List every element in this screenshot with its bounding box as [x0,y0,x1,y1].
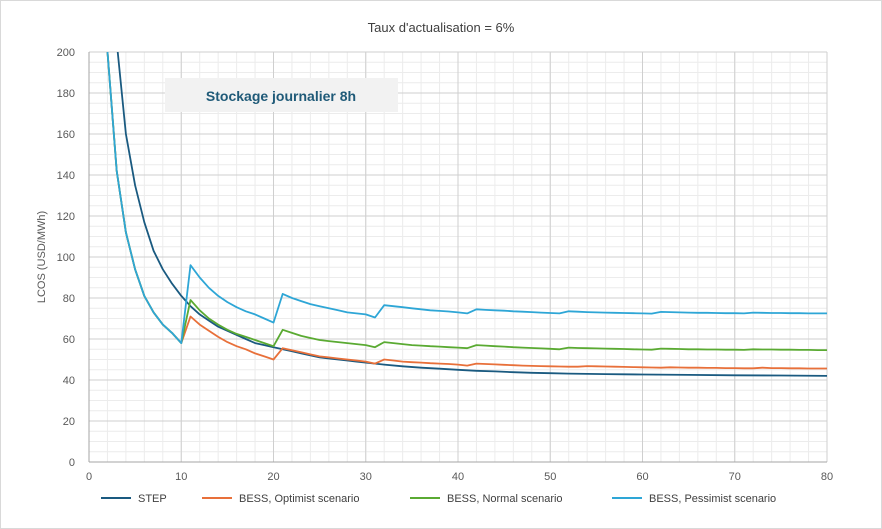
legend-label: BESS, Normal scenario [447,493,563,505]
legend: STEP BESS, Optimist scenario BESS, Normal … [101,493,776,505]
y-tick-label: 120 [57,211,75,223]
x-tick-label: 60 [636,471,648,483]
axis-ticks: 0 10 20 30 40 50 60 70 80 0 20 40 60 80 100 120 140 160 18… [57,47,833,483]
series-line-3 [106,52,827,352]
y-tick-label: 200 [57,47,75,59]
x-tick-label: 20 [267,471,279,483]
grid [88,51,828,463]
series-line-4 [106,52,827,345]
y-tick-label: 140 [57,170,75,182]
y-tick-label: 0 [69,457,75,469]
chart-title: Taux d'actualisation = 6% [368,20,515,35]
x-tick-label: 40 [452,471,464,483]
y-tick-label: 100 [57,252,75,264]
y-tick-label: 20 [63,416,75,428]
y-tick-label: 40 [63,375,75,387]
y-tick-label: 160 [57,129,75,141]
x-tick-label: 80 [821,471,833,483]
y-tick-label: 80 [63,293,75,305]
annotation-box: Stockage journalier 8h [165,78,398,112]
x-tick-label: 0 [86,471,92,483]
y-tick-label: 60 [63,334,75,346]
legend-label: STEP [138,493,167,505]
x-tick-label: 10 [175,471,187,483]
series-line-1 [116,52,827,377]
annotation-background [165,78,398,112]
legend-label: BESS, Pessimist scenario [649,493,776,505]
x-tick-label: 50 [544,471,556,483]
y-tick-label: 180 [57,88,75,100]
series-line-2 [106,52,827,370]
x-tick-label: 70 [729,471,741,483]
plot-lines [106,52,827,377]
x-tick-label: 30 [360,471,372,483]
legend-label: BESS, Optimist scenario [239,493,359,505]
y-axis-label: LCOS (USD/MWh) [36,211,48,303]
annotation-text: Stockage journalier 8h [206,88,356,104]
